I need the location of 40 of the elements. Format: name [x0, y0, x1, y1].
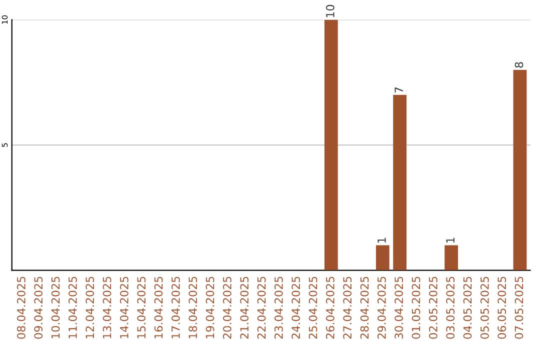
x-tick-label: 12.04.2025: [86, 276, 94, 338]
x-tick-label: 18.04.2025: [188, 276, 198, 338]
x-tick-label: 02.05.2025: [428, 276, 438, 339]
x-tick-label: 15.04.2025: [137, 276, 146, 338]
data-label: 8: [514, 62, 524, 68]
x-tick-label: 03.05.2025: [446, 276, 455, 339]
x-tick-label: 13.04.2025: [102, 276, 112, 338]
bar: [393, 94, 407, 270]
bar: [376, 245, 390, 270]
x-tick-label: 06.05.2025: [498, 276, 506, 339]
data-label: 7: [394, 87, 403, 93]
x-tick-label: 10.04.2025: [51, 276, 60, 338]
x-tick-label: 19.04.2025: [206, 276, 214, 338]
x-tick-label: 28.04.2025: [360, 276, 369, 339]
data-label: 1: [446, 238, 454, 243]
x-tick-label: 22.04.2025: [257, 276, 266, 339]
x-tick-label: 29.04.2025: [377, 276, 386, 339]
x-tick-label: 17.04.2025: [171, 276, 180, 338]
x-tick-label: 21.04.2025: [240, 276, 249, 339]
x-tick-label: 20.04.2025: [222, 276, 232, 339]
data-label: 10: [326, 4, 334, 18]
x-tick-label: 14.04.2025: [120, 276, 128, 338]
x-tick-label: 08.04.2025: [17, 276, 26, 339]
x-tick-label: 24.04.2025: [292, 276, 300, 339]
x-tick-label: 07.05.2025: [514, 276, 524, 339]
x-tick-label: 04.05.2025: [463, 276, 472, 339]
bar: [324, 20, 338, 270]
x-tick-label: 01.05.2025: [412, 276, 420, 339]
x-tick-label: 16.04.2025: [154, 276, 163, 338]
x-tick-label: 25.04.2025: [308, 276, 318, 339]
bar: [444, 245, 458, 270]
x-tick-label: 11.04.2025: [68, 276, 77, 338]
x-tick-label: 30.04.2025: [394, 276, 404, 339]
x-tick-label: 05.05.2025: [480, 276, 489, 339]
data-label: 1: [378, 238, 386, 243]
bar: [513, 70, 527, 270]
x-tick-label: 23.04.2025: [274, 276, 283, 339]
x-tick-label: 27.04.2025: [343, 276, 352, 339]
x-tick-label: 26.04.2025: [326, 276, 334, 339]
x-tick-label: 09.04.2025: [34, 276, 43, 339]
